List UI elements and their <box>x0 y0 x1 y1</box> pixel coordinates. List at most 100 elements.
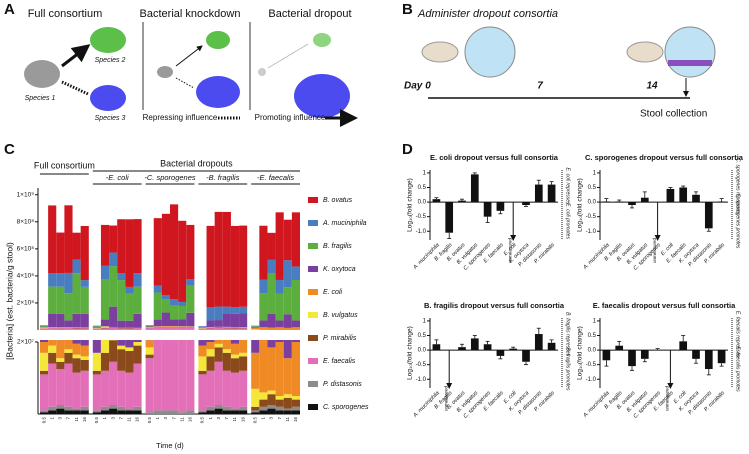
legend-label: B. vulgatus <box>323 312 358 319</box>
bar-segment <box>206 327 215 329</box>
y-tick-label: 2×10⁷ <box>17 339 35 346</box>
x-tick-label: 7 <box>66 417 71 420</box>
bar-segment <box>80 370 89 407</box>
x-tick-label: 7 <box>277 417 282 420</box>
legend-swatch <box>308 266 318 272</box>
y-tick-label: 8×10⁸ <box>17 219 35 226</box>
bar-segment <box>109 340 118 341</box>
bar-segment <box>146 304 154 322</box>
bar-segment <box>40 327 49 329</box>
bar-segment <box>153 340 162 411</box>
bar-segment <box>48 205 57 274</box>
promote-arrow <box>175 45 203 67</box>
bar-segment <box>239 306 248 314</box>
bar-segment <box>230 410 240 414</box>
bar-segment <box>92 327 101 328</box>
bar-segment <box>283 314 292 328</box>
bar-segment <box>109 225 118 253</box>
x-tick-label: 3 <box>216 417 221 420</box>
bar-segment <box>125 286 134 294</box>
bar-segment <box>100 340 110 353</box>
x-tick-label: 0.5 <box>200 417 205 424</box>
bar <box>509 348 518 351</box>
bar-segment <box>161 294 170 300</box>
bar-segment <box>133 406 142 411</box>
bar-segment <box>283 260 292 288</box>
bar-segment <box>109 266 118 307</box>
legend-swatch <box>308 289 318 295</box>
species-cluster <box>90 85 126 111</box>
bar-segment <box>283 397 292 409</box>
legend-label: P. mirabilis <box>323 335 357 342</box>
bar-segment <box>125 351 134 373</box>
bar-segment <box>214 408 223 414</box>
bar-segment <box>230 328 240 330</box>
y-tick-label: 0.5 <box>588 185 597 191</box>
bar-segment <box>230 372 240 409</box>
bar-segment <box>80 360 89 371</box>
bar-segment <box>109 327 118 329</box>
y-axis-label: Log₁₀(fold change) <box>577 178 584 232</box>
x-tick-label: 11 <box>179 417 184 422</box>
bar-segment <box>198 412 207 414</box>
bar <box>615 345 624 351</box>
bar-segment <box>125 372 134 409</box>
bar-segment <box>72 410 81 414</box>
bar-segment <box>178 319 187 327</box>
x-tick-label: 1 <box>155 417 160 420</box>
x-tick-label: 7 <box>171 417 176 420</box>
bar-segment <box>64 0 72 155</box>
y-tick-label: 0.5 <box>418 333 427 339</box>
bar-segment <box>198 356 207 371</box>
bar-segment <box>145 326 154 328</box>
bar-segment <box>64 349 73 353</box>
bar-segment <box>267 273 276 314</box>
bar-segment <box>259 340 268 393</box>
bar-segment <box>239 327 248 328</box>
bar-segment <box>40 328 49 330</box>
bar-segment <box>56 361 65 369</box>
bar-segment <box>80 226 89 281</box>
bar-segment <box>117 327 126 329</box>
bar-segment <box>125 219 134 287</box>
bar-segment <box>80 356 89 360</box>
x-tick-label: 16 <box>82 417 87 423</box>
bar-segment <box>283 327 292 330</box>
bar-segment <box>40 412 49 414</box>
bar-segment <box>170 204 179 300</box>
bar-segment <box>109 340 118 362</box>
bar-segment <box>206 320 215 328</box>
bar-segment <box>40 325 49 327</box>
bar-segment <box>153 327 162 330</box>
bar-segment <box>206 370 215 407</box>
bar-segment <box>178 412 187 414</box>
panel-label: B <box>402 1 413 18</box>
bar-segment <box>117 0 125 166</box>
bar <box>704 350 713 370</box>
bar-segment <box>56 358 65 362</box>
top-plot <box>40 204 300 330</box>
bar-segment <box>239 370 248 407</box>
bar-segment <box>291 212 300 267</box>
bar-segment <box>198 370 207 375</box>
bar-segment <box>230 408 240 411</box>
bar <box>640 197 649 203</box>
bar-segment <box>178 326 187 327</box>
bar-segment <box>267 390 276 395</box>
group-label: Full consortium <box>34 160 95 170</box>
bar-segment <box>40 340 49 342</box>
bar-segment <box>206 349 215 357</box>
bar-segment <box>64 320 73 328</box>
bar-segment <box>161 213 170 295</box>
bar <box>522 350 530 362</box>
bar-segment <box>48 328 57 330</box>
legend-label: Repressing influence <box>143 113 218 122</box>
bar-segment <box>222 410 231 414</box>
bar-segment <box>170 327 179 330</box>
bar-segment <box>291 399 300 407</box>
y-tick-label: 1 <box>423 318 427 324</box>
bar-segment <box>161 312 170 327</box>
bar-segment <box>206 410 215 414</box>
y-tick-label: 0.0 <box>588 348 597 354</box>
microbes <box>668 60 712 66</box>
